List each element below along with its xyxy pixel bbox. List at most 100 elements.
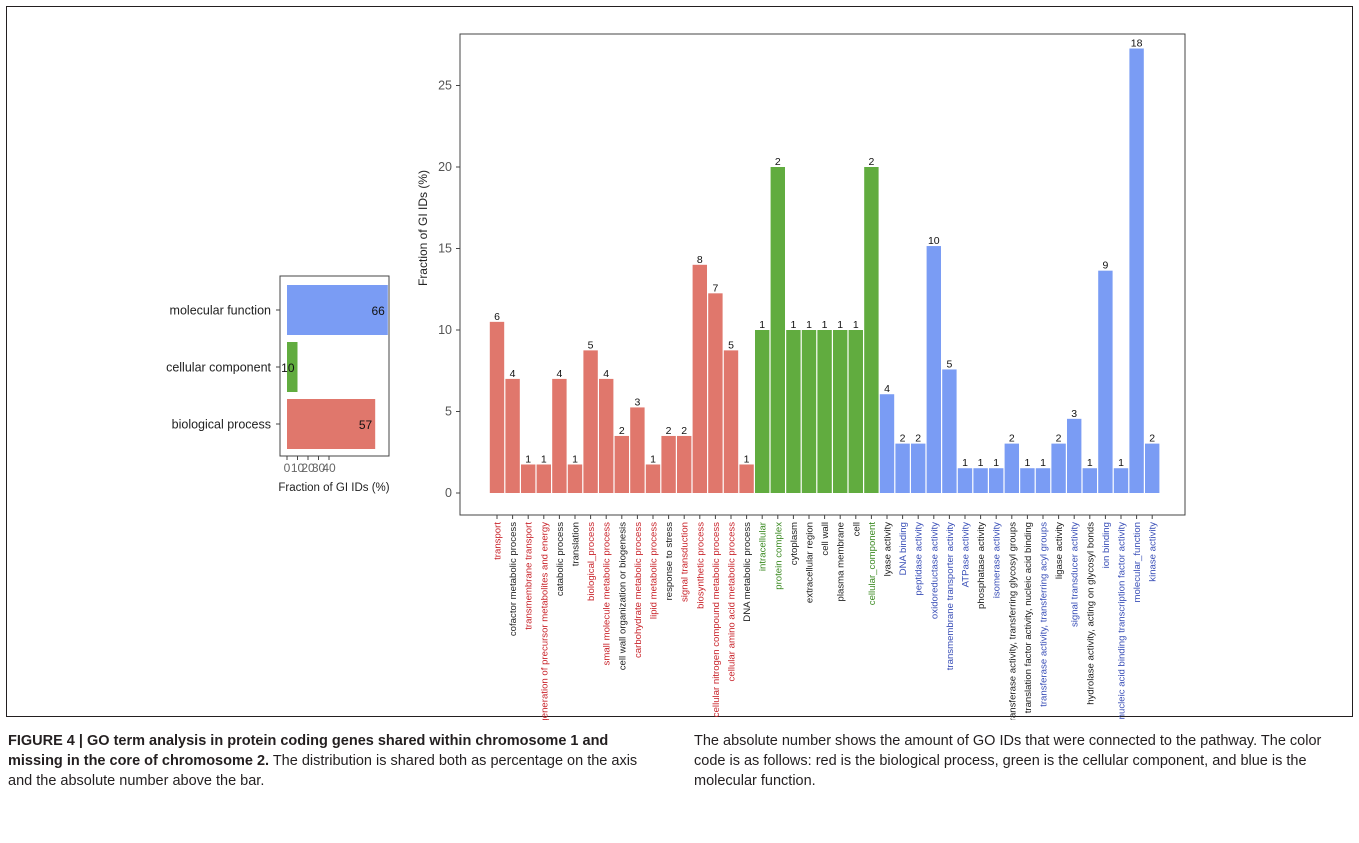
go-count-label: 1	[572, 453, 578, 465]
go-count-label: 7	[712, 282, 718, 294]
y-tick-label: 15	[438, 242, 452, 256]
go-term-label: cellular nitrogen compound metabolic pro…	[711, 522, 722, 717]
go-bar	[1082, 468, 1097, 493]
go-count-label: 4	[556, 368, 562, 380]
summary-bar-chart: molecular function 66 cellular component 10…	[166, 275, 390, 494]
go-bar	[739, 464, 754, 493]
go-term-label: response to stress	[664, 522, 675, 601]
y-axis-label: Fraction of GI IDs (%)	[416, 170, 430, 286]
go-count-label: 1	[1087, 457, 1093, 469]
go-bar	[614, 435, 629, 493]
go-count-label: 2	[681, 425, 687, 437]
go-term-label: cell	[851, 522, 862, 536]
summary-x-tick-label: 40	[322, 461, 336, 475]
summary-bar	[287, 342, 298, 392]
go-count-label: 8	[697, 254, 703, 266]
go-count-label: 2	[1009, 433, 1015, 445]
y-tick-label: 20	[438, 160, 452, 174]
go-bar	[708, 293, 723, 493]
go-count-label: 1	[1040, 457, 1046, 469]
go-bar	[1035, 468, 1051, 493]
go-term-label: translation factor activity, nucleic aci…	[1023, 522, 1034, 713]
go-count-label: 1	[822, 319, 828, 331]
go-bar	[552, 378, 567, 493]
summary-count-label: 57	[359, 418, 373, 432]
go-bar	[489, 321, 505, 493]
go-count-label: 5	[946, 358, 952, 370]
go-count-label: 2	[900, 433, 906, 445]
summary-x-tick-label: 10	[291, 461, 305, 475]
go-bar	[1145, 443, 1160, 493]
go-bar	[957, 468, 973, 493]
go-count-label: 1	[853, 319, 859, 331]
go-bar	[848, 330, 863, 493]
go-bar	[911, 443, 926, 493]
go-term-label: signal transduction	[680, 522, 691, 602]
go-count-label: 6	[494, 311, 500, 323]
go-bar	[786, 330, 801, 493]
go-term-label: transferase activity, transferring acyl …	[1039, 522, 1050, 707]
go-count-label: 2	[1056, 433, 1062, 445]
go-term-label: cellular_component	[867, 522, 878, 606]
go-bar	[833, 330, 848, 493]
caption-text-right: The absolute number shows the amount of …	[694, 733, 1322, 789]
go-count-label: 1	[806, 319, 812, 331]
go-term-label: ATPase activity	[961, 522, 972, 588]
go-bar	[926, 246, 941, 493]
go-bar	[599, 378, 614, 493]
go-count-label: 1	[993, 457, 999, 469]
go-term-label: generation of precursor metabolites and …	[539, 522, 550, 720]
y-tick-label: 10	[438, 323, 452, 337]
go-term-label: intracellular	[758, 521, 769, 571]
go-count-label: 2	[775, 156, 781, 168]
go-count-label: 1	[1024, 457, 1030, 469]
go-bar	[801, 330, 817, 493]
go-count-label: 4	[884, 383, 890, 395]
go-term-label: DNA metabolic process	[742, 522, 753, 622]
summary-count-label: 10	[281, 361, 295, 375]
go-bar	[817, 330, 832, 493]
go-term-label: cytoplasm	[789, 522, 800, 565]
go-bar	[567, 464, 583, 493]
go-count-label: 2	[868, 156, 874, 168]
go-count-label: 5	[588, 339, 594, 351]
go-count-label: 2	[915, 433, 921, 445]
go-bar	[1113, 468, 1129, 493]
go-term-label: extracellular region	[805, 522, 816, 603]
go-count-label: 2	[1149, 433, 1155, 445]
go-count-label: 18	[1131, 37, 1143, 49]
go-bar	[630, 407, 645, 493]
go-term-label: protein complex	[773, 522, 784, 590]
go-count-label: 1	[837, 319, 843, 331]
go-bar	[645, 464, 661, 493]
go-term-label: lipid metabolic process	[649, 522, 660, 619]
go-count-label: 1	[650, 453, 656, 465]
y-tick-label: 0	[445, 486, 452, 500]
go-term-label: isomerase activity	[992, 522, 1003, 598]
go-count-label: 1	[541, 453, 547, 465]
figure-frame	[6, 6, 1353, 717]
summary-category-label: molecular function	[170, 304, 271, 318]
summary-category-label: cellular component	[166, 361, 271, 375]
go-bar	[864, 167, 879, 493]
summary-category-label: biological process	[172, 418, 271, 432]
go-count-label: 3	[1071, 408, 1077, 420]
go-bar	[1067, 418, 1082, 493]
go-bar	[1004, 443, 1019, 493]
go-count-label: 1	[525, 453, 531, 465]
main-plot-frame	[459, 33, 1186, 516]
go-bar	[942, 369, 957, 493]
go-count-label: 10	[928, 235, 940, 247]
y-tick-label: 5	[445, 405, 452, 419]
go-term-label: cell wall organization or biogenesis	[617, 522, 628, 670]
summary-plot-frame	[279, 275, 390, 457]
go-count-label: 1	[790, 319, 796, 331]
go-count-label: 1	[1118, 457, 1124, 469]
go-term-label: kinase activity	[1148, 522, 1159, 582]
summary-x-axis-label: Fraction of GI IDs (%)	[278, 482, 389, 494]
go-count-label: 4	[603, 368, 609, 380]
y-tick-label: 25	[438, 79, 452, 93]
go-bar	[973, 468, 988, 493]
